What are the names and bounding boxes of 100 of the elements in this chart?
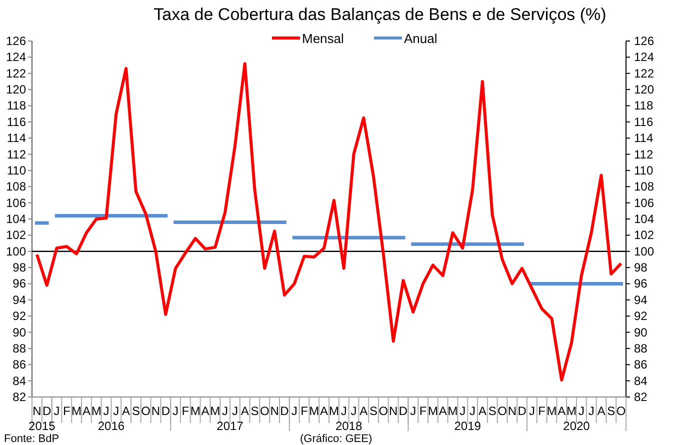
x-tick-label: F xyxy=(182,404,190,418)
x-tick-label: J xyxy=(113,404,120,418)
text: 2016 xyxy=(98,419,125,433)
y-tick-label: 100 xyxy=(6,244,26,258)
y-tick-label: 96 xyxy=(12,276,26,291)
text: 2018 xyxy=(335,419,362,433)
y-tick-label: 86 xyxy=(12,358,26,372)
y2-tick-label: 92 xyxy=(634,309,648,324)
x-tick-label: M xyxy=(546,404,557,418)
source-note: Fonte: BdP xyxy=(4,433,60,445)
y-tick-label: 90 xyxy=(12,325,26,340)
x-tick-label: J xyxy=(578,404,584,418)
x-tick-label: S xyxy=(370,404,378,418)
y-tick-label: 118 xyxy=(6,98,26,113)
line-series xyxy=(35,62,623,382)
x-tick-label: N xyxy=(32,404,42,418)
y-tick-label: 126 xyxy=(6,34,26,48)
x-tick-label: N xyxy=(508,404,516,418)
x-tick-label: O xyxy=(616,404,626,418)
y2-tick-label: 122 xyxy=(634,66,654,80)
x-tick-label: M xyxy=(190,404,200,418)
x-tick-label: J xyxy=(232,404,238,418)
x-tick-label: O xyxy=(141,404,151,418)
y-tick-label: 120 xyxy=(6,82,26,97)
x-tick-label: S xyxy=(607,404,616,418)
y2-tick-label: 106 xyxy=(634,196,654,210)
x-tick-label: D xyxy=(280,404,290,418)
x-tick-label: A xyxy=(558,404,566,418)
y2-tick-label: 96 xyxy=(634,276,648,291)
y-tick-label: 94 xyxy=(12,292,26,307)
x-tick-label: M xyxy=(566,404,577,418)
x-tick-label: M xyxy=(91,404,102,418)
x-tick-label: O xyxy=(498,404,507,418)
x-tick-label: J xyxy=(222,404,228,418)
x-tick-label: A xyxy=(597,404,606,418)
y-tick-label: 106 xyxy=(6,196,26,210)
x-tick-label: M xyxy=(448,404,458,418)
x-tick-label: A xyxy=(438,404,447,418)
y2-tick-label: 100 xyxy=(634,244,654,258)
x-tick-label: F xyxy=(538,404,546,418)
x-tick-label: S xyxy=(132,404,140,418)
x-tick-label: J xyxy=(172,404,179,418)
x-tick-label: J xyxy=(588,404,594,418)
y2-tick-label: 98 xyxy=(634,260,648,275)
x-tick-label: A xyxy=(122,404,130,418)
x-tick-label: F xyxy=(419,404,427,418)
y2-tick-label: 108 xyxy=(634,180,654,194)
x-tick-label: N xyxy=(151,404,160,418)
y2-tick-label: 116 xyxy=(634,114,654,129)
y-tick-label: 104 xyxy=(6,212,26,226)
x-tick-label: J xyxy=(470,404,476,418)
x-tick-label: F xyxy=(300,404,308,418)
x-tick-label: J xyxy=(291,404,298,418)
x-tick-label: J xyxy=(460,404,466,418)
x-tick-label: N xyxy=(389,404,398,418)
x-tick-label: A xyxy=(240,404,249,418)
x-tick-label: J xyxy=(340,404,347,418)
y2-tick-label: 90 xyxy=(634,325,648,340)
x-tick-label: F xyxy=(62,404,70,418)
y2-tick-label: 112 xyxy=(634,147,654,162)
x-tick-label: S xyxy=(488,404,496,418)
x-tick-label: D xyxy=(161,404,170,418)
x-tick-label: J xyxy=(54,404,60,418)
x-tick-label: M xyxy=(72,404,82,418)
y-tick-label: 102 xyxy=(6,228,26,242)
y2-tick-label: 114 xyxy=(634,131,654,146)
y2-tick-label: 104 xyxy=(634,212,654,226)
y-tick-label: 116 xyxy=(6,114,26,129)
legend-label: Anual xyxy=(404,31,438,46)
y-tick-label: 110 xyxy=(6,163,26,178)
text: 2017 xyxy=(216,419,244,433)
x-tick-label: A xyxy=(82,404,90,418)
legend-label: Mensal xyxy=(302,31,344,46)
x-tick-label: J xyxy=(410,404,416,418)
y-tick-label: 112 xyxy=(6,147,26,162)
y2-tick-label: 84 xyxy=(634,374,648,388)
x-tick-label: O xyxy=(378,404,388,418)
x-tick-label: D xyxy=(42,404,52,418)
y-tick-label: 124 xyxy=(6,50,26,64)
y-tick-label: 122 xyxy=(6,66,26,80)
text: (Gráfico: GEE) xyxy=(300,433,372,445)
y2-tick-label: 86 xyxy=(634,358,648,372)
y-tick-label: 98 xyxy=(12,260,26,275)
x-tick-label: A xyxy=(320,404,328,418)
x-tick-label: J xyxy=(528,404,535,418)
y2-tick-label: 88 xyxy=(634,341,648,356)
x-tick-label: A xyxy=(201,404,210,418)
x-tick-label: M xyxy=(309,404,320,418)
y-tick-label: 108 xyxy=(6,180,26,194)
x-tick-label: N xyxy=(270,404,279,418)
x-tick-label: M xyxy=(210,404,220,418)
x-tick-label: J xyxy=(103,404,110,418)
y2-tick-label: 82 xyxy=(634,390,648,404)
x-tick-label: M xyxy=(328,404,339,418)
y2-tick-label: 110 xyxy=(634,163,654,178)
y2-tick-label: 124 xyxy=(634,50,654,64)
text: 2019 xyxy=(454,419,482,433)
x-tick-label: S xyxy=(250,404,259,418)
y2-tick-label: 126 xyxy=(634,34,654,48)
x-tick-label: A xyxy=(360,404,368,418)
